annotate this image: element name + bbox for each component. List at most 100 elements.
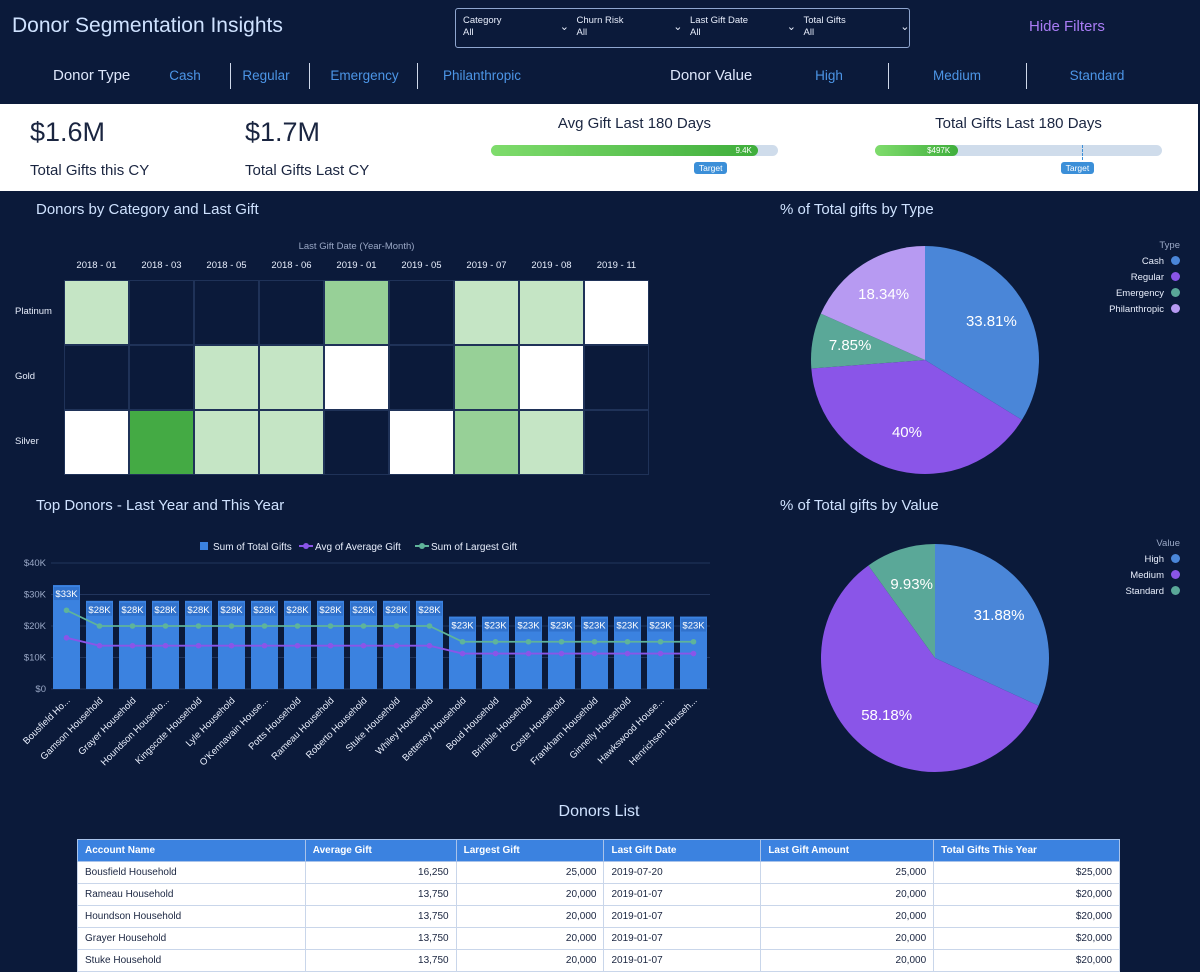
series-point[interactable] bbox=[228, 642, 235, 649]
heatmap-cell[interactable] bbox=[389, 280, 454, 345]
series-point[interactable] bbox=[360, 642, 367, 649]
heatmap-cell[interactable] bbox=[324, 410, 389, 475]
heatmap-cell[interactable] bbox=[129, 410, 194, 475]
legend-item-standard[interactable]: Standard bbox=[1080, 586, 1180, 597]
series-point[interactable] bbox=[657, 638, 664, 645]
series-point[interactable] bbox=[525, 638, 532, 645]
donor-value-high-button[interactable]: High bbox=[815, 68, 843, 83]
series-point[interactable] bbox=[657, 650, 664, 657]
legend-item-high[interactable]: High bbox=[1080, 554, 1180, 565]
legend-item-cash[interactable]: Cash bbox=[1080, 256, 1180, 267]
series-point[interactable] bbox=[96, 642, 103, 649]
pie-slice-medium[interactable] bbox=[821, 565, 1039, 772]
series-point[interactable] bbox=[195, 642, 202, 649]
donor-type-philanthropic-button[interactable]: Philanthropic bbox=[442, 68, 522, 83]
donor-type-regular-button[interactable]: Regular bbox=[242, 68, 290, 83]
heatmap-cell[interactable] bbox=[584, 345, 649, 410]
series-point[interactable] bbox=[162, 623, 169, 629]
series-point[interactable] bbox=[261, 642, 268, 649]
series-point[interactable] bbox=[96, 623, 103, 629]
heatmap-cell[interactable] bbox=[519, 280, 584, 345]
series-point[interactable] bbox=[624, 650, 631, 657]
table-row[interactable]: Grayer Household 13,750 20,000 2019-01-07 20… bbox=[77, 927, 1120, 950]
heatmap-cell[interactable] bbox=[454, 280, 519, 345]
series-point[interactable] bbox=[195, 623, 202, 629]
series-point[interactable] bbox=[459, 638, 466, 645]
legend-item-medium[interactable]: Medium bbox=[1080, 570, 1180, 581]
legend-item-emergency[interactable]: Emergency bbox=[1080, 288, 1180, 299]
filter-total-gifts-select[interactable]: Total Gifts All ⌄ bbox=[804, 15, 910, 39]
series-point[interactable] bbox=[327, 623, 334, 629]
series-point[interactable] bbox=[525, 650, 532, 657]
filter-churn-risk-select[interactable]: Churn Risk All ⌄ bbox=[577, 15, 683, 39]
series-point[interactable] bbox=[459, 650, 466, 657]
series-point[interactable] bbox=[393, 623, 400, 629]
series-point[interactable] bbox=[426, 642, 433, 649]
pie-slice-emergency[interactable] bbox=[811, 313, 925, 369]
table-row[interactable]: Stuke Household 13,750 20,000 2019-01-07 20,… bbox=[77, 949, 1120, 972]
heatmap-cell[interactable] bbox=[454, 410, 519, 475]
series-point[interactable] bbox=[690, 638, 697, 645]
heatmap-cell[interactable] bbox=[259, 345, 324, 410]
series-point[interactable] bbox=[492, 650, 499, 657]
heatmap-cell[interactable] bbox=[259, 410, 324, 475]
pie-slice-cash[interactable] bbox=[925, 246, 1039, 420]
series-point[interactable] bbox=[63, 607, 70, 614]
series-point[interactable] bbox=[690, 650, 697, 657]
heatmap-cell[interactable] bbox=[519, 345, 584, 410]
series-point[interactable] bbox=[624, 638, 631, 645]
heatmap-cell[interactable] bbox=[64, 345, 129, 410]
series-point[interactable] bbox=[393, 642, 400, 649]
series-point[interactable] bbox=[426, 623, 433, 629]
series-point[interactable] bbox=[558, 638, 565, 645]
series-point[interactable] bbox=[558, 650, 565, 657]
donor-type-emergency-button[interactable]: Emergency bbox=[330, 68, 399, 83]
series-point[interactable] bbox=[294, 642, 301, 649]
filter-category-select[interactable]: Category All ⌄ bbox=[463, 15, 569, 39]
column-header[interactable]: Average Gift bbox=[304, 839, 457, 862]
heatmap-cell[interactable] bbox=[194, 280, 259, 345]
table-row[interactable]: Houndson Household 13,750 20,000 2019-01-07… bbox=[77, 905, 1120, 928]
heatmap-cell[interactable] bbox=[324, 345, 389, 410]
series-point[interactable] bbox=[294, 623, 301, 629]
column-header[interactable]: Last Gift Date bbox=[603, 839, 762, 862]
pie-slice-high[interactable] bbox=[935, 544, 1049, 706]
heatmap-cell[interactable] bbox=[259, 280, 324, 345]
heatmap-cell[interactable] bbox=[194, 410, 259, 475]
legend-item-philanthropic[interactable]: Philanthropic bbox=[1080, 304, 1180, 315]
series-point[interactable] bbox=[492, 638, 499, 645]
pie-slice-philanthropic[interactable] bbox=[820, 246, 925, 360]
series-point[interactable] bbox=[327, 642, 334, 649]
heatmap-cell[interactable] bbox=[129, 280, 194, 345]
series-point[interactable] bbox=[261, 623, 268, 629]
series-point[interactable] bbox=[129, 623, 136, 629]
heatmap-cell[interactable] bbox=[64, 410, 129, 475]
hide-filters-link[interactable]: Hide Filters bbox=[1029, 18, 1105, 35]
pie-slice-standard[interactable] bbox=[868, 544, 935, 658]
series-point[interactable] bbox=[228, 623, 235, 629]
column-header[interactable]: Largest Gift bbox=[455, 839, 605, 862]
heatmap-cell[interactable] bbox=[584, 410, 649, 475]
series-point[interactable] bbox=[129, 642, 136, 649]
column-header[interactable]: Account Name bbox=[77, 839, 306, 862]
donor-value-medium-button[interactable]: Medium bbox=[932, 68, 981, 83]
table-row[interactable]: Rameau Household 13,750 20,000 2019-01-07 20… bbox=[77, 883, 1120, 906]
heatmap-cell[interactable] bbox=[129, 345, 194, 410]
heatmap-cell[interactable] bbox=[584, 280, 649, 345]
heatmap-cell[interactable] bbox=[454, 345, 519, 410]
heatmap-cell[interactable] bbox=[194, 345, 259, 410]
donor-type-cash-button[interactable]: Cash bbox=[169, 68, 201, 83]
legend-item-regular[interactable]: Regular bbox=[1080, 272, 1180, 283]
heatmap-cell[interactable] bbox=[389, 345, 454, 410]
series-point[interactable] bbox=[63, 635, 70, 641]
series-point[interactable] bbox=[162, 642, 169, 649]
series-point[interactable] bbox=[591, 650, 598, 657]
filter-last-gift-date-select[interactable]: Last Gift Date All ⌄ bbox=[690, 15, 796, 39]
heatmap-cell[interactable] bbox=[519, 410, 584, 475]
donor-value-standard-button[interactable]: Standard bbox=[1069, 68, 1125, 83]
column-header[interactable]: Total Gifts This Year bbox=[933, 839, 1120, 862]
pie-slice-regular[interactable] bbox=[811, 360, 1022, 474]
series-point[interactable] bbox=[360, 623, 367, 629]
column-header[interactable]: Last Gift Amount bbox=[760, 839, 935, 862]
table-row[interactable]: Bousfield Household 16,250 25,000 2019-07-2… bbox=[77, 861, 1120, 884]
